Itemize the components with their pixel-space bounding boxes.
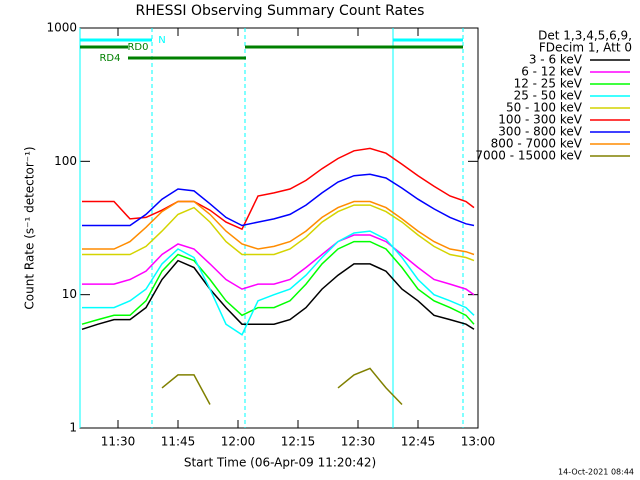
x-tick-label: 12:00 (221, 435, 256, 449)
legend-label: 12 - 25 keV (514, 77, 583, 91)
chart-title: RHESSI Observing Summary Count Rates (136, 3, 425, 19)
legend-label: 7000 - 15000 keV (475, 149, 582, 163)
timestamp: 14-Oct-2021 08:44 (558, 468, 634, 477)
series-line (82, 173, 475, 227)
x-tick-label: 12:15 (281, 435, 316, 449)
legend-header: FDecim 1, Att 0 (539, 41, 632, 55)
series-line (82, 204, 475, 262)
x-axis-label: Start Time (06-Apr-09 11:20:42) (184, 456, 376, 470)
x-tick-label: 13:00 (461, 435, 496, 449)
series-line (82, 147, 475, 231)
y-tick-label: 1 (69, 421, 77, 435)
flag-label: N (158, 35, 165, 46)
y-tick-label: 10 (62, 287, 77, 301)
x-tick-label: 12:45 (401, 435, 436, 449)
y-tick-label: 100 (54, 154, 77, 168)
series-line (82, 234, 475, 296)
legend-label: 6 - 12 keV (521, 65, 583, 79)
x-tick-label: 12:30 (341, 435, 376, 449)
series-line (81, 259, 475, 331)
series-line (81, 240, 475, 325)
y-tick-label: 1000 (46, 21, 77, 35)
x-tick-label: 11:45 (161, 435, 196, 449)
legend-label: 100 - 300 keV (498, 113, 582, 127)
legend-label: 50 - 100 keV (506, 101, 583, 115)
series-line (161, 367, 403, 406)
series-line (82, 200, 475, 256)
legend-label: 800 - 7000 keV (491, 137, 583, 151)
legend-label: 300 - 800 keV (498, 125, 582, 139)
legend-label: 25 - 50 keV (514, 89, 583, 103)
flag-label: RD4 (99, 53, 120, 64)
x-tick-label: 11:30 (101, 435, 136, 449)
legend-header: Det 1,3,4,5,6,9, (538, 29, 632, 43)
flag-label: RD0 (127, 42, 148, 53)
y-axis-label: Count Rate (s⁻¹ detector⁻¹) (23, 146, 37, 309)
series-line (82, 230, 475, 336)
legend-label: 3 - 6 keV (529, 53, 583, 67)
